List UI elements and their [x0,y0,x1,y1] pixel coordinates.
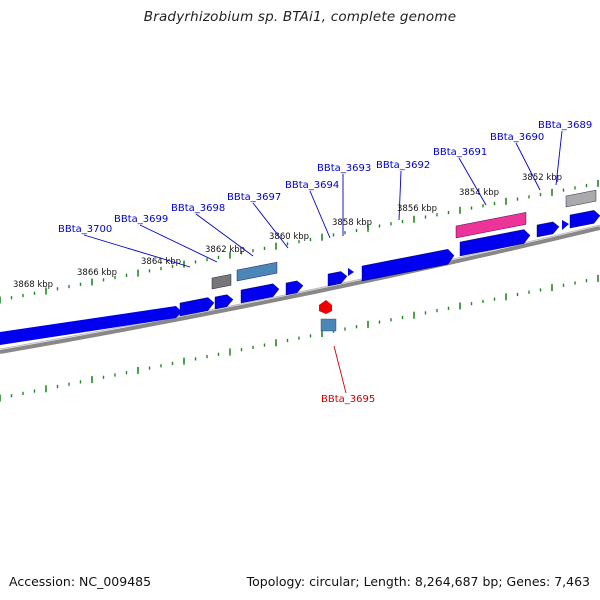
leader-line [555,130,563,186]
gene-label: BBta_3694 [285,180,339,191]
leader-line [195,213,254,257]
gene-arrow [361,249,455,282]
backbone-line [0,226,600,354]
scale-label: 3858 kbp [332,218,372,228]
gene-label: BBta_3692 [376,160,430,171]
gene-arrow [179,297,215,317]
leader-line [398,170,402,221]
gene-arrow [459,229,531,257]
leader-line [458,157,487,206]
scale-label: 3860 kbp [269,232,309,242]
gene-label: BBta_3691 [433,147,487,158]
leader-line [309,190,331,239]
gene-label: BBta_3698 [171,203,225,214]
leader-line [83,234,191,268]
gene-label: BBta_3689 [538,120,592,131]
misc-feature [565,189,597,208]
gene-label: BBta_3699 [114,214,168,225]
gene-arrow [285,280,304,296]
leader-line [515,142,541,191]
scale-label: 3862 kbp [205,245,245,255]
tick-layer [0,179,599,402]
genome-summary-text: Topology: circular; Length: 8,264,687 bp… [246,574,590,589]
gene-label: BBta_3693 [317,163,371,174]
gene-arrow [569,210,600,229]
scale-label: 3856 kbp [397,204,437,214]
gene-arrow [327,271,348,287]
scale-label: 3868 kbp [13,280,53,290]
scale-label: 3864 kbp [141,257,181,267]
leader-line [333,345,347,394]
gene-arrow [562,220,569,230]
feature-layer [0,189,600,345]
highlight-gene-label: BBta_3695 [321,394,375,405]
leader-line [252,202,289,249]
scale-label: 3866 kbp [77,268,117,278]
gene-label: BBta_3690 [490,132,544,143]
gene-arrow [536,221,560,238]
lower-tick-track [0,274,599,402]
pseudo-gene-arrow [455,212,527,239]
accession-text: Accession: NC_009485 [9,574,152,589]
genome-title: Bradyrhizobium sp. BTAi1, complete genom… [143,9,457,25]
gene-arrow [240,283,280,304]
gene-arrow [0,306,182,345]
gene-arrow [214,294,234,310]
upper-tick-track [0,179,599,304]
misc-feature [211,274,232,290]
scale-label: 3852 kbp [522,173,562,183]
leader-line [139,224,218,263]
rna-gene [320,318,337,332]
rna-gene [236,261,278,282]
gene-label: BBta_3697 [227,192,281,203]
gene-arrow [348,268,354,276]
highlight-gene [319,300,332,314]
gene-label: BBta_3700 [58,224,112,235]
